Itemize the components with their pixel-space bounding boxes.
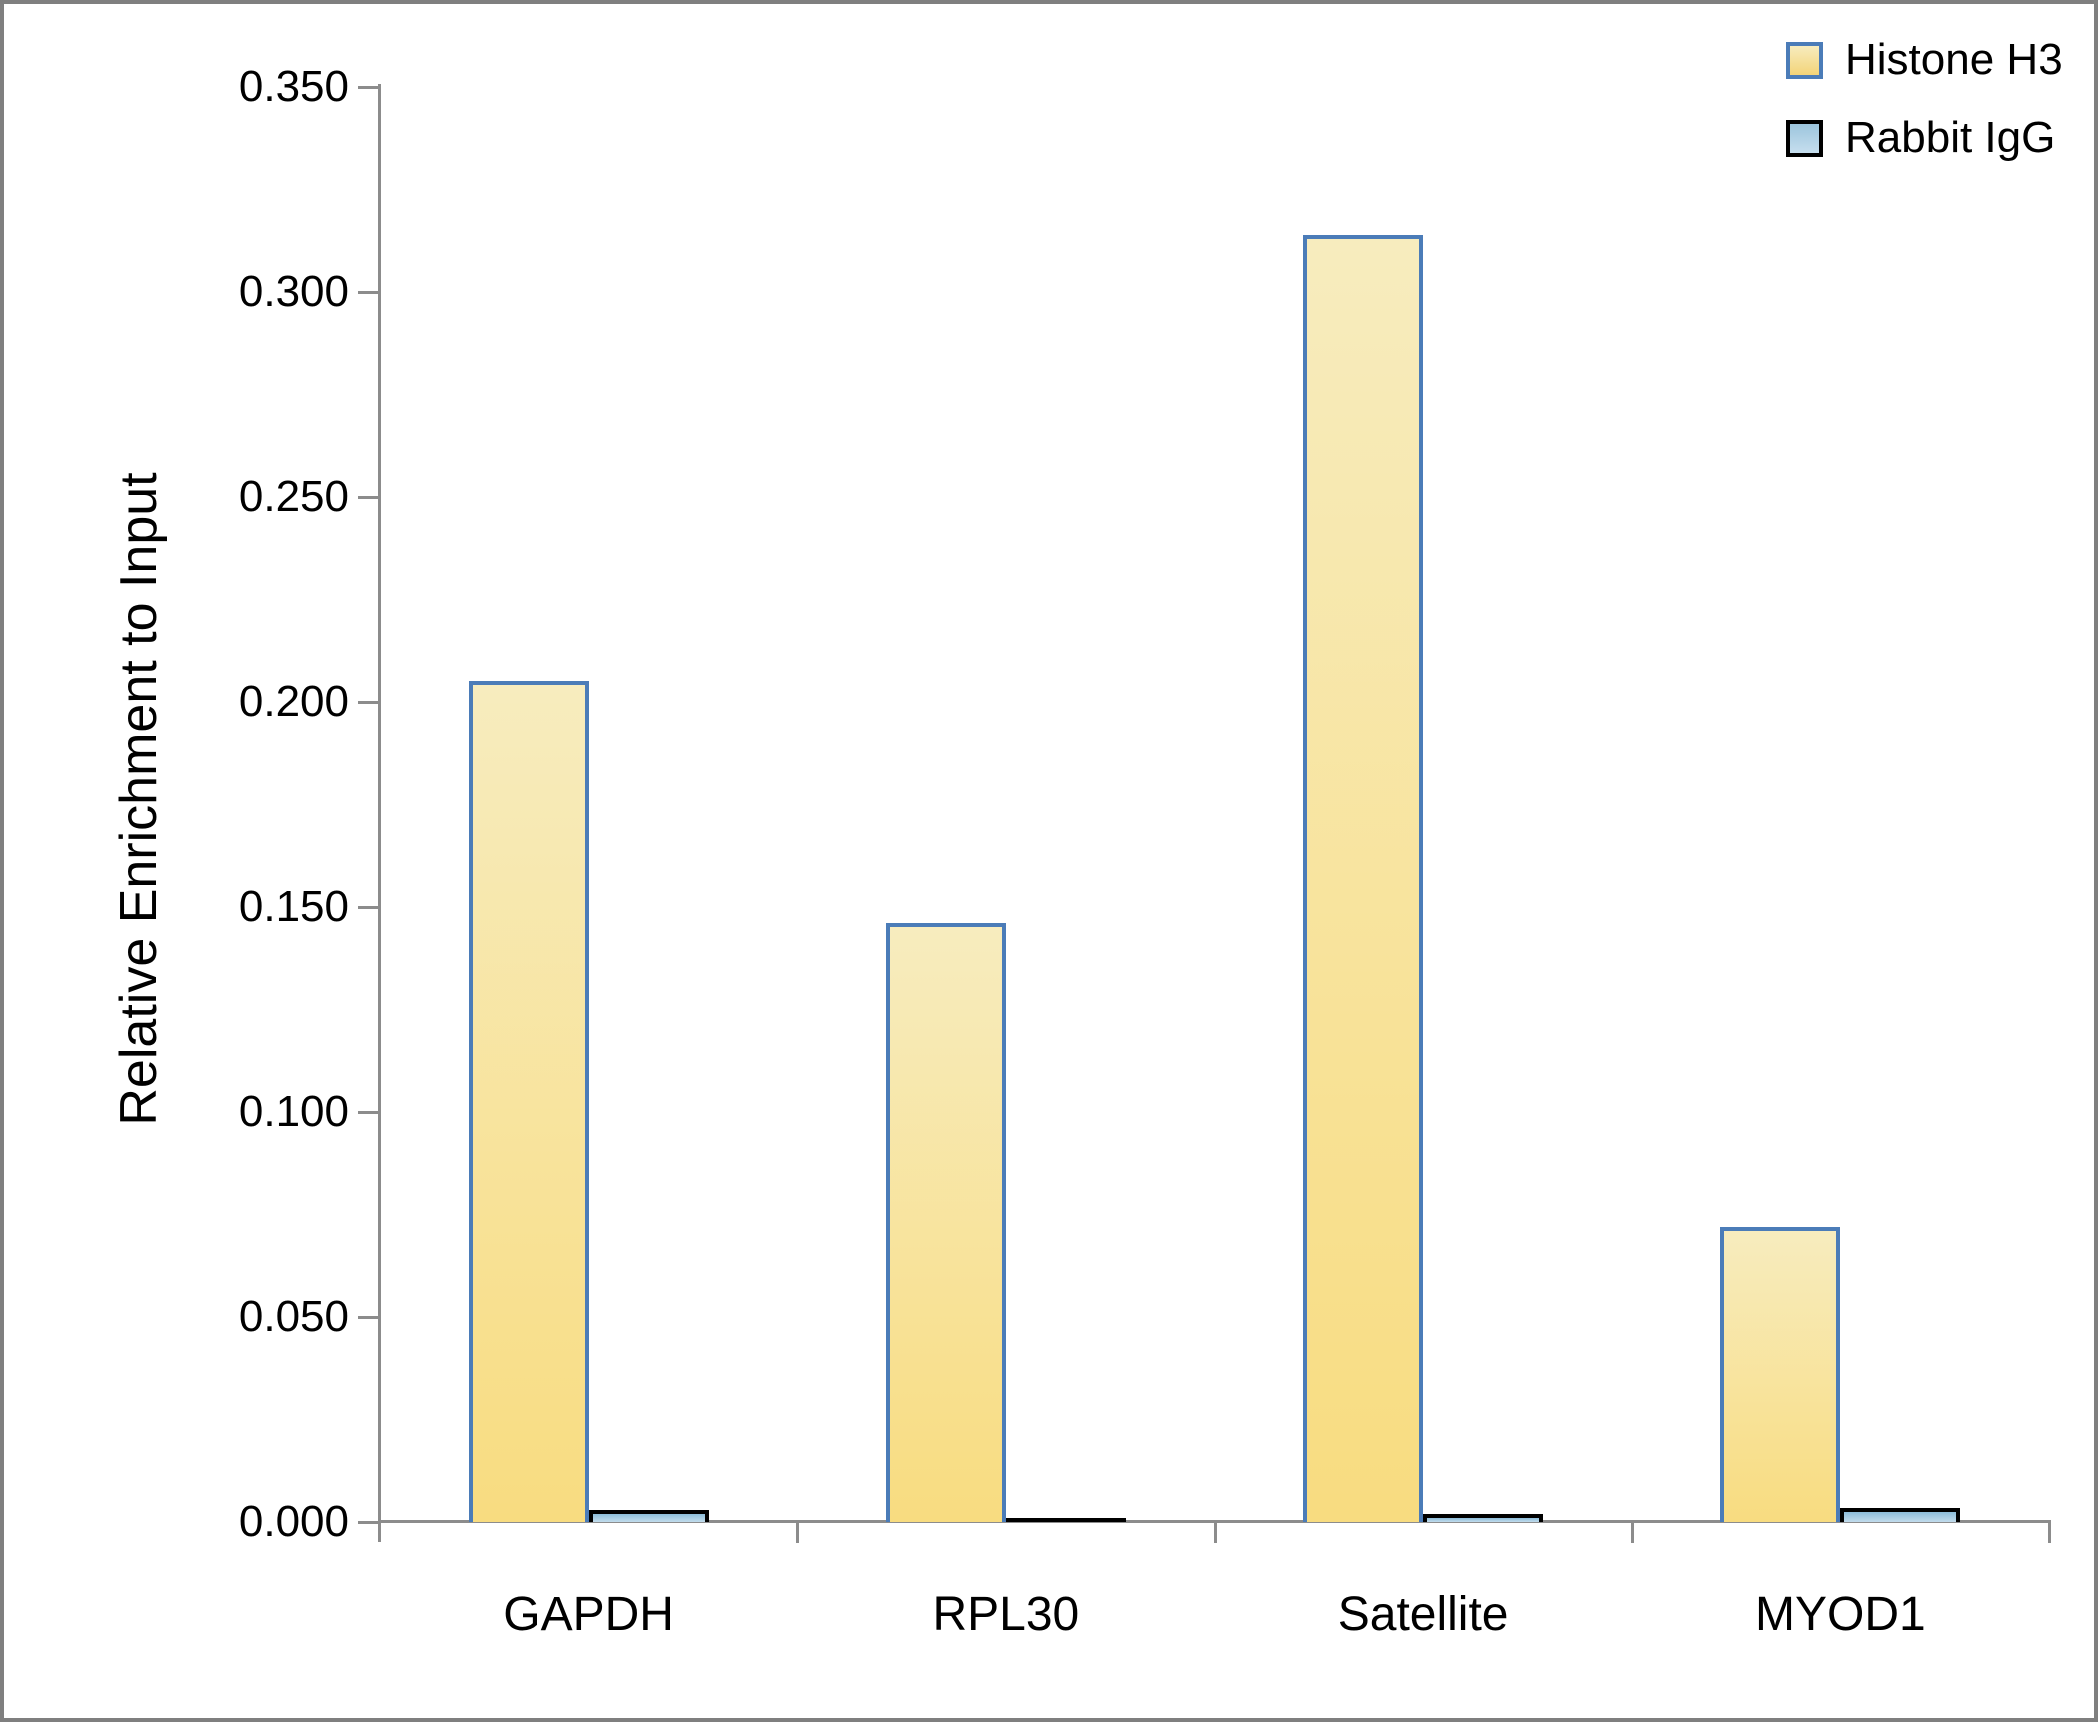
bar-histone-h3-myod1 — [1720, 1227, 1841, 1522]
x-category-label-rpl30: RPL30 — [932, 1588, 1080, 1641]
bar-rabbit-igg-gapdh — [588, 1510, 709, 1522]
y-tick-label: 0.200 — [238, 677, 349, 726]
y-tick-label: 0.350 — [238, 62, 349, 111]
legend-item-rabbit-igg: Rabbit IgG — [1786, 112, 2063, 164]
y-tick-mark — [358, 1316, 379, 1319]
y-axis-line — [378, 84, 381, 1542]
y-tick-mark — [358, 1521, 379, 1524]
bar-rabbit-igg-myod1 — [1840, 1508, 1961, 1522]
legend-swatch-rabbit-igg — [1786, 119, 1823, 157]
y-tick-label: 0.300 — [238, 267, 349, 316]
y-tick-mark — [358, 1111, 379, 1114]
legend-item-histone-h3: Histone H3 — [1786, 34, 2063, 86]
y-tick-mark — [358, 906, 379, 909]
y-tick-mark — [358, 86, 379, 89]
legend: Histone H3 Rabbit IgG — [1786, 34, 2063, 190]
bar-rabbit-igg-satellite — [1423, 1514, 1544, 1522]
bar-histone-h3-rpl30 — [885, 923, 1006, 1522]
y-tick-label: 0.000 — [238, 1497, 349, 1546]
y-tick-mark — [358, 496, 379, 499]
y-tick-mark — [358, 701, 379, 704]
legend-label-rabbit-igg: Rabbit IgG — [1845, 113, 2056, 162]
y-tick-label: 0.250 — [238, 472, 349, 521]
x-category-label-myod1: MYOD1 — [1755, 1588, 1926, 1641]
y-axis-title: Relative Enrichment to Input — [110, 472, 168, 1126]
legend-label-histone-h3: Histone H3 — [1845, 35, 2063, 84]
x-axis-line — [378, 1520, 2051, 1523]
bar-rabbit-igg-rpl30 — [1005, 1518, 1126, 1522]
y-tick-label: 0.100 — [238, 1087, 349, 1136]
x-tick-mark — [1213, 1522, 1217, 1543]
x-tick-mark — [1630, 1522, 1634, 1543]
legend-swatch-histone-h3 — [1786, 41, 1823, 79]
y-tick-label: 0.050 — [238, 1292, 349, 1341]
bar-histone-h3-satellite — [1303, 235, 1424, 1522]
x-tick-mark — [2048, 1522, 2051, 1543]
y-tick-label: 0.150 — [238, 882, 349, 931]
y-tick-mark — [358, 291, 379, 294]
bar-histone-h3-gapdh — [468, 681, 589, 1522]
x-category-label-satellite: Satellite — [1337, 1588, 1509, 1641]
x-tick-mark — [796, 1522, 800, 1543]
x-category-label-gapdh: GAPDH — [503, 1588, 674, 1641]
